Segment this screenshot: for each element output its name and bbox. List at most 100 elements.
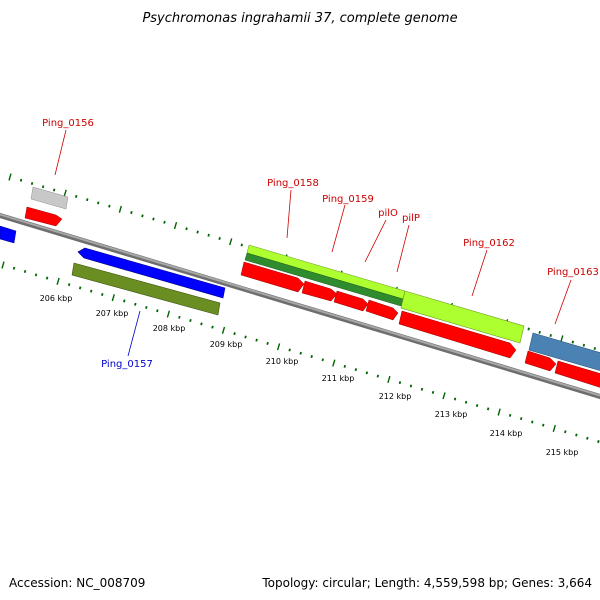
inner-ring-tick <box>586 436 589 440</box>
outer-ring-tick <box>185 227 188 231</box>
cds-arrow-ping-0162[interactable] <box>398 310 517 359</box>
genome-title: Psychromonas ingrahamii 37, complete gen… <box>142 11 457 26</box>
gene-feature-edge-blue[interactable] <box>0 225 17 244</box>
inner-ring-tick <box>276 343 281 351</box>
inner-ring-tick <box>189 319 192 323</box>
inner-ring-tick <box>431 390 435 394</box>
inner-ring-tick <box>310 355 313 359</box>
inner-ring-tick <box>497 408 501 416</box>
outer-ring-tick <box>571 340 575 344</box>
gene-feature-ping-0156[interactable] <box>30 186 69 210</box>
inner-ring-tick <box>398 381 402 385</box>
inner-ring-tick <box>420 387 424 391</box>
outer-ring-tick <box>141 214 144 218</box>
outer-ring-tick <box>41 185 45 189</box>
inner-ring-tick <box>542 423 545 427</box>
inner-ring-tick <box>89 289 93 293</box>
label-ping-0163[interactable]: Ping_0163 <box>547 267 599 278</box>
cds-arrow-pilO[interactable] <box>333 290 369 312</box>
gene-feature-ping-0163[interactable] <box>528 332 600 372</box>
inner-ring-tick <box>376 374 380 378</box>
cds-arrow-ping-0163-a[interactable] <box>524 350 557 372</box>
cds-arrow-ping-0156[interactable] <box>24 206 63 227</box>
inner-ring-tick <box>332 359 336 367</box>
outer-ring-tick <box>152 217 155 221</box>
label-ping-0158[interactable]: Ping_0158 <box>267 178 319 189</box>
outer-ring-tick <box>582 343 586 347</box>
inner-ring-tick <box>211 325 214 329</box>
outer-ring-tick <box>240 243 243 247</box>
inner-ring-tick <box>299 351 302 355</box>
outer-ring-tick <box>207 233 210 237</box>
inner-ring-tick <box>442 392 446 400</box>
inner-ring-tick <box>200 322 203 326</box>
inner-ring-tick <box>519 417 523 421</box>
inner-ring-tick <box>354 368 358 372</box>
tick-label-210: 210 kbp <box>266 357 299 366</box>
outer-ring-tick <box>8 173 12 181</box>
tick-label-209: 209 kbp <box>210 340 243 349</box>
inner-ring-tick <box>244 335 247 339</box>
label-pilP[interactable]: pilP <box>402 213 420 224</box>
label-ping-0162[interactable]: Ping_0162 <box>463 238 515 249</box>
outer-ring-tick <box>218 236 221 240</box>
tick-label-212: 212 kbp <box>379 392 412 401</box>
gene-feature-ping-0157-green[interactable] <box>71 262 221 316</box>
inner-ring-tick <box>464 400 468 404</box>
label-ping-0159[interactable]: Ping_0159 <box>322 194 374 205</box>
outer-ring-tick <box>196 230 199 234</box>
inner-ring-tick <box>387 375 391 384</box>
outer-ring-tick <box>173 221 178 230</box>
tick-label-206: 206 kbp <box>40 294 73 303</box>
inner-ring-tick <box>564 430 567 434</box>
inner-ring-tick <box>221 326 226 334</box>
cds-arrow-ping-0159[interactable] <box>301 280 338 302</box>
inner-ring-tick <box>552 424 556 433</box>
gene-feature-darkgreen-long[interactable] <box>244 252 404 307</box>
inner-ring-tick <box>597 440 600 444</box>
inner-ring-tick <box>34 273 38 277</box>
inner-ring-tick <box>123 299 126 303</box>
outer-ring-tick <box>538 330 541 334</box>
tick-label-214: 214 kbp <box>490 429 523 438</box>
tick-label-211: 211 kbp <box>322 374 355 383</box>
label-ping-0157[interactable]: Ping_0157 <box>101 359 153 370</box>
inner-ring-tick <box>111 294 115 302</box>
cds-arrow-ping-0163-b[interactable] <box>554 360 600 389</box>
label-leader-ping-0157 <box>127 310 141 357</box>
inner-ring-tick <box>145 305 148 309</box>
inner-ring-tick <box>12 266 16 270</box>
inner-ring-tick <box>1 261 5 269</box>
accession-text: Accession: NC_008709 <box>9 576 146 590</box>
gene-feature-ping-0157-blue[interactable] <box>77 247 226 299</box>
inner-ring-tick <box>45 276 49 280</box>
label-ping-0156[interactable]: Ping_0156 <box>42 118 94 129</box>
inner-ring-tick <box>365 371 369 375</box>
outer-ring-tick <box>97 201 100 205</box>
genome-summary-text: Topology: circular; Length: 4,559,598 bp… <box>262 576 592 590</box>
cds-arrow-ping-0158[interactable] <box>240 261 305 293</box>
inner-ring-tick <box>575 433 578 437</box>
inner-ring-tick <box>531 420 534 424</box>
genome-backbone <box>0 212 600 400</box>
inner-ring-tick <box>23 270 27 274</box>
inner-ring-tick <box>156 309 159 313</box>
inner-ring-tick <box>266 341 269 345</box>
label-pilO[interactable]: pilO <box>378 208 398 219</box>
tick-label-215: 215 kbp <box>546 448 579 457</box>
outer-ring-tick <box>19 178 23 182</box>
inner-ring-tick <box>166 310 171 318</box>
inner-ring-tick <box>343 364 347 368</box>
outer-ring-tick <box>229 238 233 246</box>
inner-ring-tick <box>288 348 291 352</box>
inner-ring-tick <box>508 413 512 417</box>
tick-label-213: 213 kbp <box>435 410 468 419</box>
inner-ring-tick <box>78 286 82 290</box>
outer-ring-tick <box>118 205 122 213</box>
inner-ring-tick <box>56 277 60 285</box>
inner-tick-ring <box>1 261 600 444</box>
outer-ring-tick <box>86 198 89 202</box>
cds-arrow-pilP[interactable] <box>365 299 399 321</box>
gene-feature-ping-0162[interactable] <box>400 290 525 344</box>
